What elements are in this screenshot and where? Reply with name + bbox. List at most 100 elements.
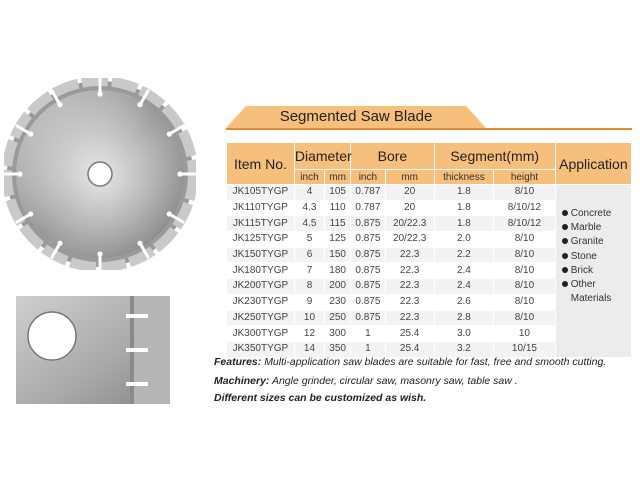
cell-diameter-inch: 14 <box>294 341 325 357</box>
cell-item-no: JK250TYGP <box>227 310 294 326</box>
cell-item-no: JK350TYGP <box>227 341 294 357</box>
cell-height: 8/10/12 <box>494 216 555 232</box>
machinery-label: Machinery: <box>214 375 270 387</box>
cell-bore-inch: 1 <box>351 341 385 357</box>
page-title: Segmented Saw Blade <box>279 108 433 125</box>
features-note: Features: Multi-application saw blades a… <box>214 356 606 368</box>
cell-diameter-mm: 125 <box>325 232 351 247</box>
cell-item-no: JK110TYGP <box>227 200 294 216</box>
cell-diameter-mm: 200 <box>325 279 351 294</box>
features-label: Features: <box>214 356 262 368</box>
cell-diameter-mm: 105 <box>325 185 351 200</box>
cell-thickness: 2.2 <box>434 247 494 263</box>
cell-bore-mm: 22.3 <box>385 294 434 310</box>
header-bore-mm: mm <box>385 170 434 184</box>
cell-thickness: 2.4 <box>434 263 494 279</box>
cell-bore-inch: 0.875 <box>351 232 385 247</box>
title-banner: Segmented Saw Blade <box>226 106 486 128</box>
header-bore: Bore <box>351 143 434 169</box>
application-item: Brick <box>561 264 631 278</box>
table-row: JK125TYGP 5 125 0.875 20/22.3 2.0 8/10 <box>227 232 631 247</box>
cell-item-no: JK180TYGP <box>227 263 294 279</box>
application-label: Other <box>570 279 596 291</box>
application-list: Concrete Marble Granite Stone Brick Other Mate… <box>561 207 631 306</box>
header-bore-inch: inch <box>351 170 385 184</box>
cell-diameter-inch: 6 <box>294 247 325 263</box>
cell-diameter-inch: 9 <box>294 294 325 310</box>
cell-bore-inch: 0.787 <box>351 200 385 216</box>
title-underline <box>226 128 632 130</box>
table-row: JK180TYGP 7 180 0.875 22.3 2.4 8/10 <box>227 263 631 279</box>
table-row: JK230TYGP 9 230 0.875 22.3 2.6 8/10 <box>227 294 631 310</box>
cell-diameter-inch: 8 <box>294 279 325 294</box>
bullet-icon <box>561 252 568 259</box>
cell-item-no: JK300TYGP <box>227 326 294 341</box>
application-label: Materials <box>570 293 612 305</box>
cell-diameter-mm: 180 <box>325 263 351 279</box>
cell-item-no: JK230TYGP <box>227 294 294 310</box>
application-label: Brick <box>570 264 593 276</box>
machinery-note: Machinery: Angle grinder, circular saw, … <box>214 375 518 387</box>
cell-height: 8/10/12 <box>494 200 555 216</box>
cell-diameter-inch: 7 <box>294 263 325 279</box>
cell-item-no: JK125TYGP <box>227 232 294 247</box>
cell-height: 10/15 <box>494 341 555 357</box>
application-cell: Concrete Marble Granite Stone Brick Other Mate… <box>555 185 631 357</box>
header-item-no: Item No. <box>227 143 294 184</box>
table-row: JK250TYGP 10 250 0.875 22.3 2.8 8/10 <box>227 310 631 326</box>
cell-thickness: 1.8 <box>434 216 494 232</box>
cell-bore-mm: 22.3 <box>385 310 434 326</box>
header-diameter-inch: inch <box>294 170 325 184</box>
cell-diameter-inch: 4.3 <box>294 200 325 216</box>
cell-diameter-mm: 110 <box>325 200 351 216</box>
table-row: JK105TYGP 4 105 0.787 20 1.8 8/10 Concrete Marbl… <box>227 185 631 357</box>
cell-item-no: JK115TYGP <box>227 216 294 232</box>
table-row: JK110TYGP 4.3 110 0.787 20 1.8 8/10/12 <box>227 200 631 216</box>
machinery-text: Angle grinder, circular saw, masonry saw… <box>271 375 518 387</box>
application-item: Concrete <box>561 207 631 221</box>
cell-thickness: 2.8 <box>434 310 494 326</box>
bullet-icon <box>561 266 568 273</box>
table-row: JK300TYGP 12 300 1 25.4 3.0 10 <box>227 326 631 341</box>
application-label: Granite <box>570 236 604 248</box>
table-row: JK115TYGP 4.5 115 0.875 20/22.3 1.8 8/10/12 <box>227 216 631 232</box>
cell-diameter-mm: 115 <box>325 216 351 232</box>
spec-table: Item No. Diameter Bore Segment(mm) Appli… <box>226 142 632 358</box>
cell-item-no: JK105TYGP <box>227 185 294 200</box>
application-label: Marble <box>570 222 602 234</box>
cell-bore-mm: 20 <box>385 185 434 200</box>
cell-thickness: 1.8 <box>434 200 494 216</box>
cell-bore-mm: 25.4 <box>385 341 434 357</box>
saw-blade-image <box>4 78 196 270</box>
header-diameter-mm: mm <box>325 170 351 184</box>
cell-bore-mm: 22.3 <box>385 279 434 294</box>
customization-note: Different sizes can be customized as wis… <box>214 392 427 404</box>
cell-height: 8/10 <box>494 263 555 279</box>
application-item: Other <box>561 278 631 292</box>
header-application: Application <box>555 143 631 184</box>
table-row: JK350TYGP 14 350 1 25.4 3.2 10/15 <box>227 341 631 357</box>
cell-bore-mm: 22.3 <box>385 247 434 263</box>
cell-thickness: 1.8 <box>434 185 494 200</box>
bullet-icon <box>561 210 568 216</box>
cell-height: 8/10 <box>494 232 555 247</box>
cell-diameter-mm: 150 <box>325 247 351 263</box>
application-label: Stone <box>570 250 597 262</box>
cell-bore-mm: 22.3 <box>385 263 434 279</box>
application-item: Stone <box>561 250 631 264</box>
bullet-icon <box>561 281 568 288</box>
cell-diameter-mm: 250 <box>325 310 351 326</box>
cell-diameter-inch: 10 <box>294 310 325 326</box>
table-row: JK200TYGP 8 200 0.875 22.3 2.4 8/10 <box>227 279 631 294</box>
header-thickness: thickness <box>434 170 494 184</box>
cell-height: 8/10 <box>494 185 555 200</box>
cell-bore-inch: 0.875 <box>351 263 385 279</box>
cell-diameter-inch: 5 <box>294 232 325 247</box>
cell-bore-mm: 25.4 <box>385 326 434 341</box>
cell-diameter-inch: 12 <box>294 326 325 341</box>
cell-height: 10 <box>494 326 555 341</box>
cell-item-no: JK150TYGP <box>227 247 294 263</box>
cell-thickness: 3.0 <box>434 326 494 341</box>
table-row: JK150TYGP 6 150 0.875 22.3 2.2 8/10 <box>227 247 631 263</box>
application-label: Concrete <box>570 208 612 219</box>
